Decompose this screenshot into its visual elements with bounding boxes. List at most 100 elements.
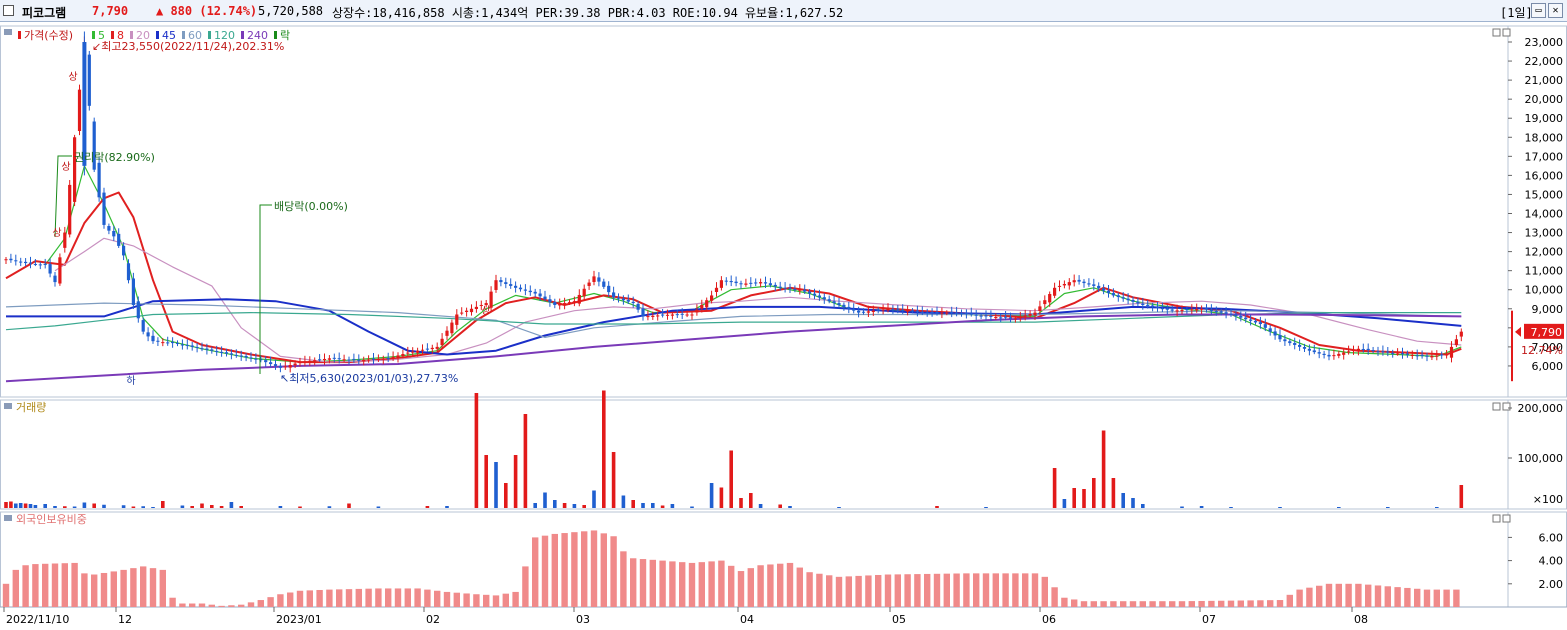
price-tag-pct: 12.74% xyxy=(1521,344,1563,357)
foreign-ratio-bar xyxy=(1325,583,1333,607)
candle-body xyxy=(136,301,140,319)
foreign-ratio-bar xyxy=(747,568,754,607)
candle-body xyxy=(396,355,400,358)
candle-body xyxy=(1219,311,1223,313)
candle-body xyxy=(303,361,307,363)
foreign-ratio-bar xyxy=(904,574,911,607)
candle-body xyxy=(1268,328,1272,332)
candle-body xyxy=(401,354,405,357)
candle-body xyxy=(1307,348,1311,351)
volume-bar xyxy=(1131,498,1135,508)
candle-body xyxy=(1106,290,1111,294)
foreign-ratio-bar xyxy=(1169,601,1176,607)
foreign-ratio-bar xyxy=(777,563,784,607)
candle-body xyxy=(646,316,650,318)
y-tick-label: 19,000 xyxy=(1525,112,1564,125)
foreign-ratio-bar xyxy=(590,530,598,607)
foreign-ratio-bar xyxy=(1080,601,1088,607)
foreign-ratio-bar xyxy=(728,565,735,607)
candle-body xyxy=(224,352,229,354)
foreign-ratio-bar xyxy=(1012,573,1019,607)
volume-bar xyxy=(92,503,96,508)
legend-ma-label: 240 xyxy=(247,29,268,42)
volume-bar xyxy=(582,505,586,508)
price-tag-arrow xyxy=(1515,326,1521,337)
candle-body xyxy=(87,54,91,106)
legend-ma-swatch xyxy=(182,31,185,39)
candle-body xyxy=(156,340,160,342)
volume-bar xyxy=(347,503,351,508)
candle-body xyxy=(896,308,900,310)
candle-body xyxy=(636,303,640,310)
candle-body xyxy=(1273,331,1277,336)
period-label[interactable]: [1일] xyxy=(1500,6,1533,20)
candle-body xyxy=(73,137,77,202)
candle-body xyxy=(1018,316,1022,319)
foreign-ratio-bar xyxy=(1198,600,1205,607)
candle-body xyxy=(950,311,954,313)
volume-bar xyxy=(984,507,988,508)
candle-body xyxy=(812,293,817,296)
foreign-ratio-bar xyxy=(610,536,617,607)
candle-body xyxy=(1234,314,1238,317)
candle-body xyxy=(910,310,915,312)
candle-body xyxy=(901,309,905,311)
panel-min-icon xyxy=(1492,402,1501,411)
foreign-ratio-bar xyxy=(326,589,333,607)
volume-bars xyxy=(4,390,1464,508)
candle-body xyxy=(734,281,738,284)
foreign-ratio-bar xyxy=(140,566,147,607)
volume-bar xyxy=(621,495,626,508)
candle-body xyxy=(391,356,395,358)
candle-body xyxy=(1004,316,1008,318)
candle-body xyxy=(651,315,655,317)
foreign-ratio-bar xyxy=(453,592,460,607)
candle-body xyxy=(92,121,96,170)
candle-body xyxy=(97,162,101,198)
candle-body xyxy=(999,317,1003,319)
foreign-ratio-bar xyxy=(91,574,98,607)
ma-line-45 xyxy=(6,298,1462,356)
candle-body xyxy=(308,360,312,363)
volume-bar xyxy=(1229,507,1233,508)
dividend-annotation: 배당락(0.00%) xyxy=(274,200,348,213)
candle-body xyxy=(773,284,777,287)
candle-body xyxy=(685,314,689,316)
candle-body xyxy=(710,295,714,301)
foreign-ratio-bar xyxy=(189,603,196,607)
candle-body xyxy=(141,320,145,332)
panel-menu-icon xyxy=(4,515,12,521)
candle-body xyxy=(1430,355,1434,358)
candle-body xyxy=(705,300,709,308)
foreign-ratio-bar xyxy=(1149,601,1156,607)
candle-body xyxy=(915,310,919,312)
y-tick-label: 22,000 xyxy=(1525,55,1564,68)
close-icon[interactable]: ✕ xyxy=(1548,3,1563,18)
foreign-ratio-bar xyxy=(287,592,294,607)
volume-bar xyxy=(935,506,939,508)
foreign-ratio-bar xyxy=(394,588,402,607)
candle-body xyxy=(616,297,621,299)
candle-body xyxy=(440,338,444,346)
window-restore-icon[interactable]: ▭ xyxy=(1531,3,1546,18)
y-tick-label: 23,000 xyxy=(1525,36,1564,49)
foreign-ratio-bar xyxy=(786,562,794,607)
panel-min-icon xyxy=(1492,28,1501,37)
candle-body xyxy=(935,312,939,314)
foreign-ratio-bar xyxy=(61,563,68,607)
y-tick-label: 12,000 xyxy=(1525,246,1564,259)
foreign-ratio-bar xyxy=(1090,601,1097,607)
candle-body xyxy=(1190,309,1194,311)
candle-body xyxy=(77,89,82,132)
volume-bar xyxy=(474,393,479,508)
candle-body xyxy=(1082,281,1086,284)
candle-body xyxy=(602,281,606,287)
foreign-ratio-bar xyxy=(228,605,235,607)
foreign-ratio-bar xyxy=(1061,597,1068,607)
header-checkbox[interactable] xyxy=(3,5,14,16)
dividend-marker-line xyxy=(259,204,272,374)
foreign-ratio-bar xyxy=(1276,600,1284,607)
candle-body xyxy=(381,358,385,360)
candle-body xyxy=(518,287,523,290)
candle-body xyxy=(803,289,807,292)
